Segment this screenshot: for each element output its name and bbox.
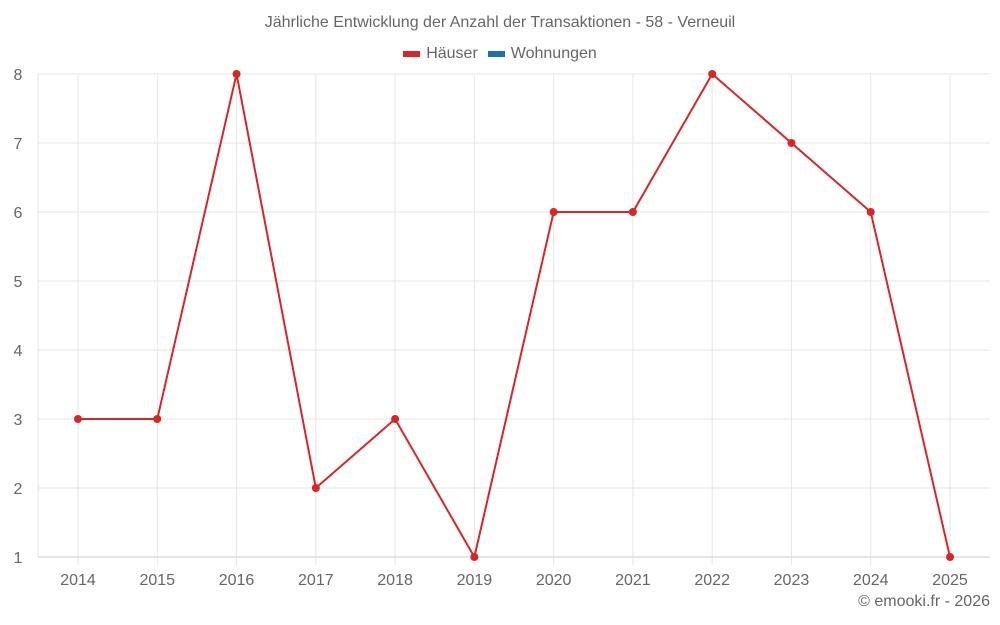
x-tick-label: 2017 <box>298 572 334 589</box>
data-point[interactable] <box>232 70 241 78</box>
legend-item-wohnungen[interactable]: Wohnungen <box>487 45 597 63</box>
data-point[interactable] <box>708 70 717 78</box>
grid <box>37 73 990 558</box>
y-tick-label: 4 <box>14 343 23 360</box>
y-tick-label: 2 <box>14 481 23 498</box>
x-axis-labels: 2014 2015 2016 2017 2018 2019 2020 2021 2022 2023… <box>60 572 968 589</box>
x-tick-label: 2022 <box>694 572 730 589</box>
credit-text: © emooki.fr - 2026 <box>858 593 990 610</box>
data-point[interactable] <box>866 208 875 216</box>
y-tick-label: 1 <box>14 550 23 567</box>
data-point[interactable] <box>549 208 558 216</box>
legend-item-haeuser[interactable]: Häuser <box>403 45 478 63</box>
y-tick-label: 5 <box>14 274 23 291</box>
series-line <box>78 72 951 560</box>
y-tick-label: 3 <box>14 412 23 429</box>
x-tick-label: 2024 <box>853 572 889 589</box>
data-point[interactable] <box>391 415 400 423</box>
legend-swatch-haeuser <box>403 51 421 57</box>
legend-swatch-wohnungen <box>487 51 505 57</box>
x-tick-label: 2018 <box>377 572 413 589</box>
y-tick-label: 8 <box>14 67 23 84</box>
x-tick-label: 2019 <box>457 572 493 589</box>
x-tick-label: 2015 <box>139 572 175 589</box>
series-haeuser <box>74 70 954 561</box>
data-point[interactable] <box>946 553 954 561</box>
x-tick-label: 2025 <box>932 572 968 589</box>
x-tick-label: 2023 <box>774 572 810 589</box>
data-point[interactable] <box>311 484 320 492</box>
data-point[interactable] <box>470 553 479 561</box>
data-point[interactable] <box>628 208 637 216</box>
legend: Häuser Wohnungen <box>0 45 1000 63</box>
y-tick-label: 6 <box>14 205 23 222</box>
data-point[interactable] <box>153 415 162 423</box>
x-tick-label: 2016 <box>219 572 255 589</box>
data-point[interactable] <box>74 415 82 423</box>
chart-title: Jährliche Entwicklung der Anzahl der Tra… <box>264 14 736 31</box>
y-axis: 1 2 3 4 5 6 7 8 <box>14 67 23 567</box>
data-point[interactable] <box>787 139 796 147</box>
x-tick-label: 2020 <box>536 572 572 589</box>
y-tick-label: 7 <box>14 136 23 153</box>
legend-label-haeuser: Häuser <box>426 45 478 62</box>
x-axis <box>38 556 990 565</box>
x-tick-label: 2021 <box>615 572 651 589</box>
x-tick-label: 2014 <box>60 572 96 589</box>
legend-label-wohnungen: Wohnungen <box>510 45 597 62</box>
